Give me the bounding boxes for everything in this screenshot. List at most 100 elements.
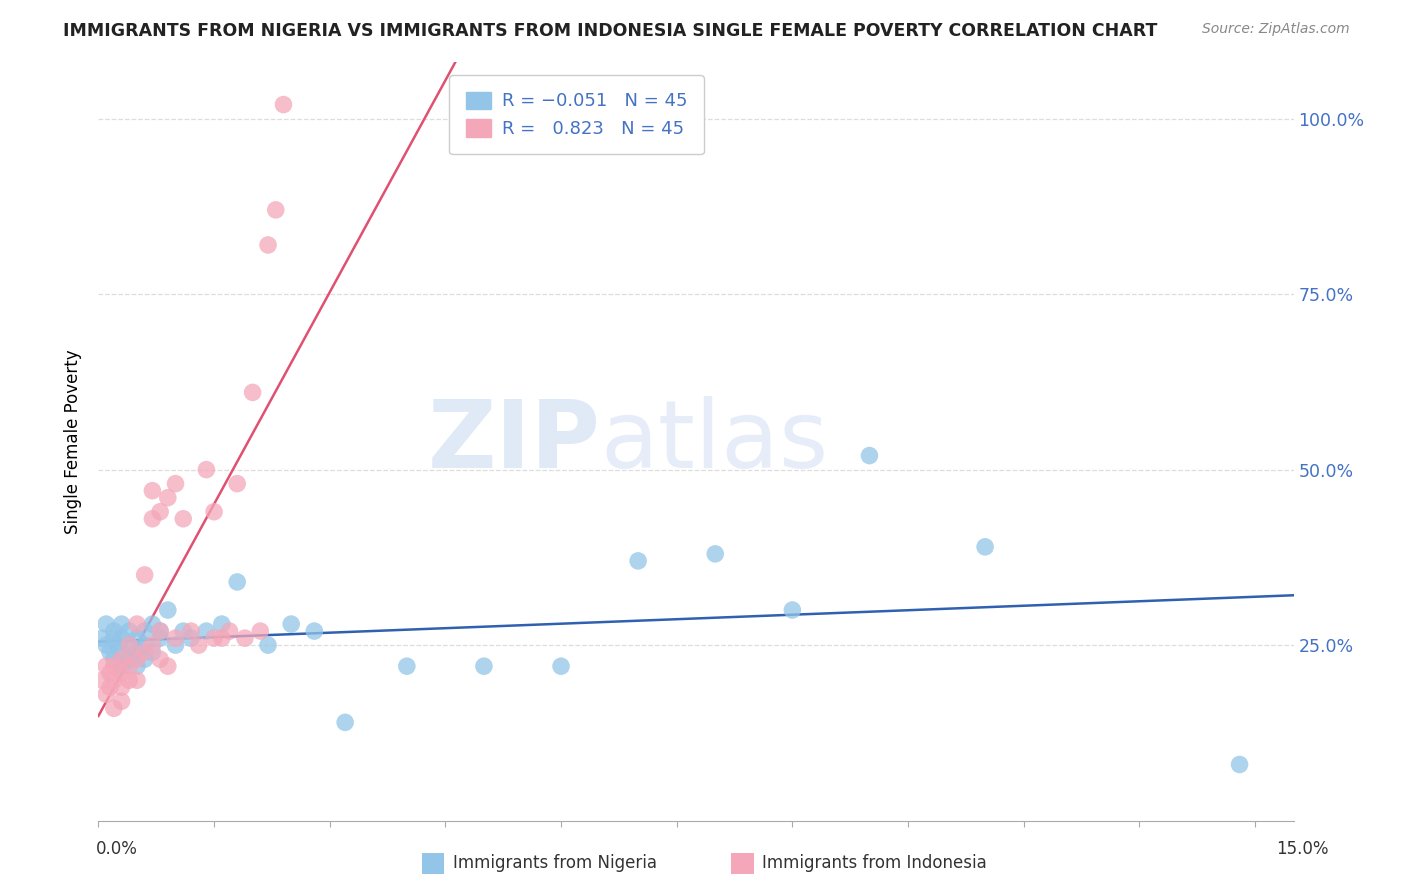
Point — [149, 652, 172, 666]
Text: 0.0%: 0.0% — [96, 840, 138, 858]
Point — [187, 638, 209, 652]
Point — [118, 638, 141, 652]
Point — [107, 638, 129, 652]
Point — [118, 652, 141, 666]
Point — [91, 631, 114, 645]
Point — [218, 624, 240, 639]
Point — [103, 701, 125, 715]
Point — [98, 666, 121, 681]
Point — [110, 694, 132, 708]
Point — [94, 617, 117, 632]
Point — [156, 603, 179, 617]
Point — [165, 631, 187, 645]
Point — [395, 659, 418, 673]
Point — [156, 491, 179, 505]
Point — [125, 645, 148, 659]
Point — [103, 673, 125, 688]
Point — [141, 617, 163, 632]
Point — [202, 505, 225, 519]
Point — [550, 659, 572, 673]
Point — [110, 659, 132, 673]
Point — [103, 652, 125, 666]
Point — [211, 631, 233, 645]
Point — [98, 645, 121, 659]
Text: ZIP: ZIP — [427, 395, 600, 488]
Point — [134, 638, 156, 652]
Legend: R = −0.051   N = 45, R =   0.823   N = 45: R = −0.051 N = 45, R = 0.823 N = 45 — [450, 75, 703, 154]
Point — [304, 624, 326, 639]
Point — [125, 673, 148, 688]
Text: IMMIGRANTS FROM NIGERIA VS IMMIGRANTS FROM INDONESIA SINGLE FEMALE POVERTY CORRE: IMMIGRANTS FROM NIGERIA VS IMMIGRANTS FR… — [63, 22, 1157, 40]
Point — [125, 617, 148, 632]
Point — [211, 617, 233, 632]
Point — [118, 624, 141, 639]
Point — [257, 638, 280, 652]
Point — [118, 638, 141, 652]
Point — [226, 574, 249, 589]
Point — [94, 638, 117, 652]
Point — [149, 624, 172, 639]
Point — [118, 673, 141, 688]
Point — [94, 687, 117, 701]
Point — [134, 645, 156, 659]
Point — [333, 715, 356, 730]
Point — [280, 617, 302, 632]
Point — [110, 617, 132, 632]
Point — [110, 680, 132, 694]
Point — [273, 97, 295, 112]
Point — [141, 483, 163, 498]
Point — [98, 680, 121, 694]
Point — [233, 631, 256, 645]
Point — [110, 631, 132, 645]
Point — [782, 603, 804, 617]
Point — [226, 476, 249, 491]
Y-axis label: Single Female Poverty: Single Female Poverty — [65, 350, 83, 533]
Point — [257, 238, 280, 252]
Point — [149, 505, 172, 519]
Point — [141, 512, 163, 526]
Point — [172, 512, 194, 526]
Point — [118, 659, 141, 673]
Point — [110, 645, 132, 659]
Text: Immigrants from Nigeria: Immigrants from Nigeria — [453, 855, 657, 872]
Point — [180, 624, 202, 639]
Point — [172, 624, 194, 639]
Point — [103, 624, 125, 639]
Point — [974, 540, 997, 554]
Point — [195, 462, 218, 476]
Point — [125, 631, 148, 645]
Point — [110, 666, 132, 681]
Point — [125, 659, 148, 673]
Point — [264, 202, 287, 217]
Point — [249, 624, 271, 639]
Point — [149, 624, 172, 639]
Text: Source: ZipAtlas.com: Source: ZipAtlas.com — [1202, 22, 1350, 37]
Point — [141, 638, 163, 652]
Point — [110, 652, 132, 666]
Point — [156, 659, 179, 673]
Text: Immigrants from Indonesia: Immigrants from Indonesia — [762, 855, 987, 872]
Point — [134, 652, 156, 666]
Point — [125, 652, 148, 666]
Point — [103, 659, 125, 673]
Point — [141, 645, 163, 659]
Point — [858, 449, 880, 463]
Point — [704, 547, 727, 561]
Point — [94, 659, 117, 673]
Point — [165, 638, 187, 652]
Point — [103, 631, 125, 645]
Point — [180, 631, 202, 645]
Point — [195, 624, 218, 639]
Point — [242, 385, 264, 400]
Point — [149, 631, 172, 645]
Point — [627, 554, 650, 568]
Point — [165, 476, 187, 491]
Point — [91, 673, 114, 688]
Point — [134, 624, 156, 639]
Text: atlas: atlas — [600, 395, 828, 488]
Point — [472, 659, 495, 673]
Text: 15.0%: 15.0% — [1277, 840, 1329, 858]
Point — [1229, 757, 1251, 772]
Point — [202, 631, 225, 645]
Point — [134, 568, 156, 582]
